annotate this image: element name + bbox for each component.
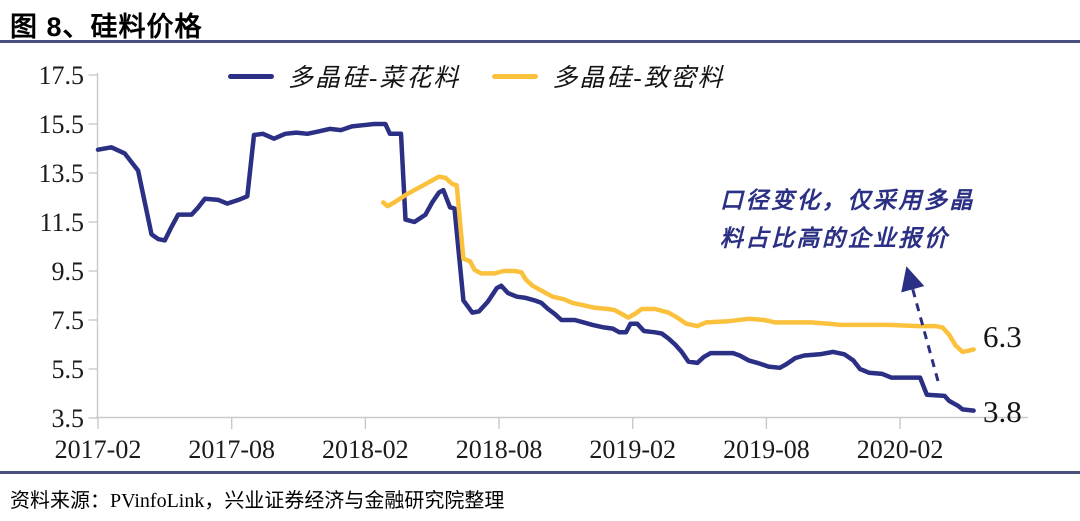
y-tick-label: 3.5 [52,404,85,433]
y-tick-label: 5.5 [52,355,85,384]
chart-annotation: 口径变化，仅采用多晶 料占比高的企业报价 [720,182,980,258]
x-tick-label: 2018-08 [456,435,543,464]
annotation-line-2: 料占比高的企业报价 [720,226,950,251]
legend-label: 多晶硅-菜花料 [288,65,461,92]
legend-swatch-icon [228,73,274,79]
y-tick-label: 7.5 [52,306,85,335]
y-tick-label: 13.5 [39,159,85,188]
y-tick-label: 15.5 [39,110,85,139]
source-note: 资料来源：PVinfoLink，兴业证券经济与金融研究院整理 [10,490,505,512]
series-line-cauliflower [95,121,976,413]
legend-item-cauliflower: 多晶硅-菜花料 [228,58,460,94]
y-tick-label: 9.5 [52,257,85,286]
page-title: 图 8、硅料价格 [10,12,203,42]
x-tick-label: 2019-02 [589,435,676,464]
x-tick-label: 2019-08 [723,435,810,464]
legend-label: 多晶硅-致密料 [552,65,725,92]
legend-item-dense: 多晶硅-致密料 [492,58,724,94]
title-divider-line [0,40,1080,43]
y-tick-label: 17.5 [39,61,85,90]
footer-divider-line [0,471,1080,474]
chart-legend: 多晶硅-菜花料 多晶硅-致密料 [228,58,725,94]
series-line-dense [380,174,976,355]
x-tick-label: 2018-02 [322,435,409,464]
annotation-arrow [901,266,940,382]
x-tick-label: 2017-02 [55,435,142,464]
cauliflower-series-end-value: 3.8 [983,394,1022,429]
x-tick-label: 2017-08 [188,435,275,464]
x-tick-label: 2020-02 [857,435,944,464]
dense-series-end-value: 6.3 [983,319,1022,354]
annotation-line-1: 口径变化，仅采用多晶 [720,188,975,213]
y-tick-label: 11.5 [39,208,84,237]
legend-swatch-icon [492,73,539,79]
